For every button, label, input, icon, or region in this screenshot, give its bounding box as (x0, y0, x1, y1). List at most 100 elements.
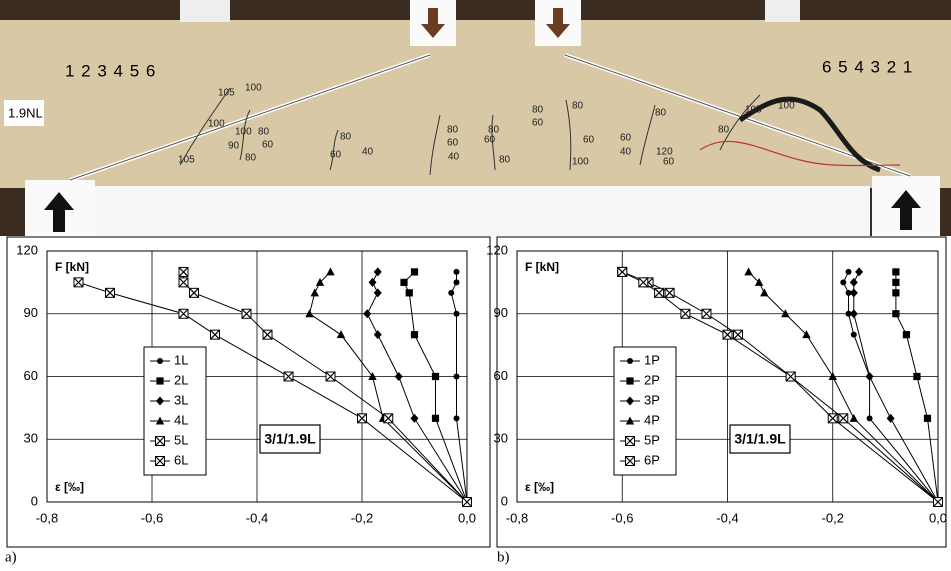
legend-label: 1P (644, 352, 660, 367)
y-tick-label: 0 (31, 493, 38, 508)
legend-marker (157, 358, 163, 364)
marker (454, 279, 460, 285)
marker (665, 288, 674, 297)
marker (432, 373, 439, 380)
marker (681, 309, 690, 318)
marker (924, 415, 931, 422)
y-tick-label: 30 (24, 431, 38, 446)
legend-marker (156, 377, 163, 384)
marker (106, 288, 115, 297)
crack-label: 80 (258, 127, 270, 138)
crack-label: 60 (583, 135, 595, 146)
crack-label: 80 (655, 108, 667, 119)
crack-label: 80 (447, 125, 459, 136)
marker (432, 415, 439, 422)
y-tick-label: 30 (494, 431, 508, 446)
legend-label: 4L (174, 412, 188, 427)
crack-label: 105 (218, 88, 235, 99)
marker (867, 415, 873, 421)
crack-label: 60 (447, 138, 459, 149)
marker (892, 279, 899, 286)
marker (454, 311, 460, 317)
y-axis-label: F [kN] (55, 260, 89, 274)
crack-label: 100 (778, 101, 795, 112)
crack-label: 80 (340, 132, 352, 143)
legend-label: 1L (174, 352, 188, 367)
y-axis-label: F [kN] (525, 260, 559, 274)
marker (639, 278, 648, 287)
marker (913, 373, 920, 380)
x-tick-label: -0,2 (822, 510, 844, 525)
y-tick-label: 60 (494, 368, 508, 383)
legend-label: 3L (174, 392, 188, 407)
block (765, 0, 800, 22)
marker (211, 330, 220, 339)
y-tick-label: 0 (501, 493, 508, 508)
crack-label: 105 (745, 105, 762, 116)
y-tick-label: 90 (24, 305, 38, 320)
legend-marker (156, 437, 165, 446)
crack-label: 60 (620, 133, 632, 144)
crack-label: 40 (362, 147, 374, 158)
legend-marker (156, 457, 165, 466)
legend-label: 4P (644, 412, 660, 427)
gauge-numbers: 6 5 4 3 2 1 (822, 57, 913, 76)
crack-label: 60 (330, 150, 342, 161)
gauge-numbers: 1 2 3 4 5 6 (65, 61, 156, 80)
y-tick-label: 120 (486, 242, 508, 257)
crack-label: 100 (235, 127, 252, 138)
legend-label: 6L (174, 452, 188, 467)
marker (454, 415, 460, 421)
marker (463, 498, 472, 507)
marker (892, 289, 899, 296)
x-axis-label: ε [‰] (55, 480, 84, 494)
x-tick-label: -0,4 (246, 510, 268, 525)
marker (406, 289, 413, 296)
y-tick-label: 90 (494, 305, 508, 320)
crack-label: 60 (262, 140, 274, 151)
legend-label: 2L (174, 372, 188, 387)
x-tick-label: -0,8 (36, 510, 58, 525)
photo: 1.9NL 1 2 3 4 5 6 6 5 4 3 2 1 1051001001… (0, 0, 951, 236)
panel-label: a) (5, 549, 17, 565)
x-axis-label: ε [‰] (525, 480, 554, 494)
marker (411, 331, 418, 338)
marker (655, 288, 664, 297)
marker (903, 331, 910, 338)
crack-label: 100 (245, 83, 262, 94)
x-tick-label: -0,4 (716, 510, 738, 525)
panel-label: b) (497, 549, 510, 565)
block (180, 0, 230, 22)
crack-label: 80 (718, 125, 730, 136)
marker (828, 414, 837, 423)
x-tick-label: 0,0 (929, 510, 947, 525)
marker (384, 414, 393, 423)
marker (242, 309, 251, 318)
crack-label: 90 (228, 141, 240, 152)
legend-label: 5P (644, 432, 660, 447)
crack-label: 100 (572, 157, 589, 168)
marker (840, 279, 846, 285)
x-tick-label: -0,2 (351, 510, 373, 525)
crack-label: 80 (532, 105, 544, 116)
legend-marker (626, 457, 635, 466)
marker (892, 268, 899, 275)
legend-label: 2P (644, 372, 660, 387)
crack-label: 40 (448, 152, 460, 163)
marker (448, 290, 454, 296)
x-tick-label: -0,8 (506, 510, 528, 525)
legend-label: 5L (174, 432, 188, 447)
marker (851, 332, 857, 338)
marker (892, 310, 899, 317)
y-tick-label: 120 (16, 242, 38, 257)
legend-label: 3P (644, 392, 660, 407)
crack-label: 40 (620, 147, 632, 158)
marker (454, 374, 460, 380)
marker (263, 330, 272, 339)
figure: 1.9NL 1 2 3 4 5 6 6 5 4 3 2 1 1051001001… (0, 0, 951, 571)
annotation: 3/1/1.9L (734, 431, 786, 447)
crack-label: 60 (532, 118, 544, 129)
y-tick-label: 60 (24, 368, 38, 383)
floor (95, 186, 870, 236)
legend-label: 6P (644, 452, 660, 467)
